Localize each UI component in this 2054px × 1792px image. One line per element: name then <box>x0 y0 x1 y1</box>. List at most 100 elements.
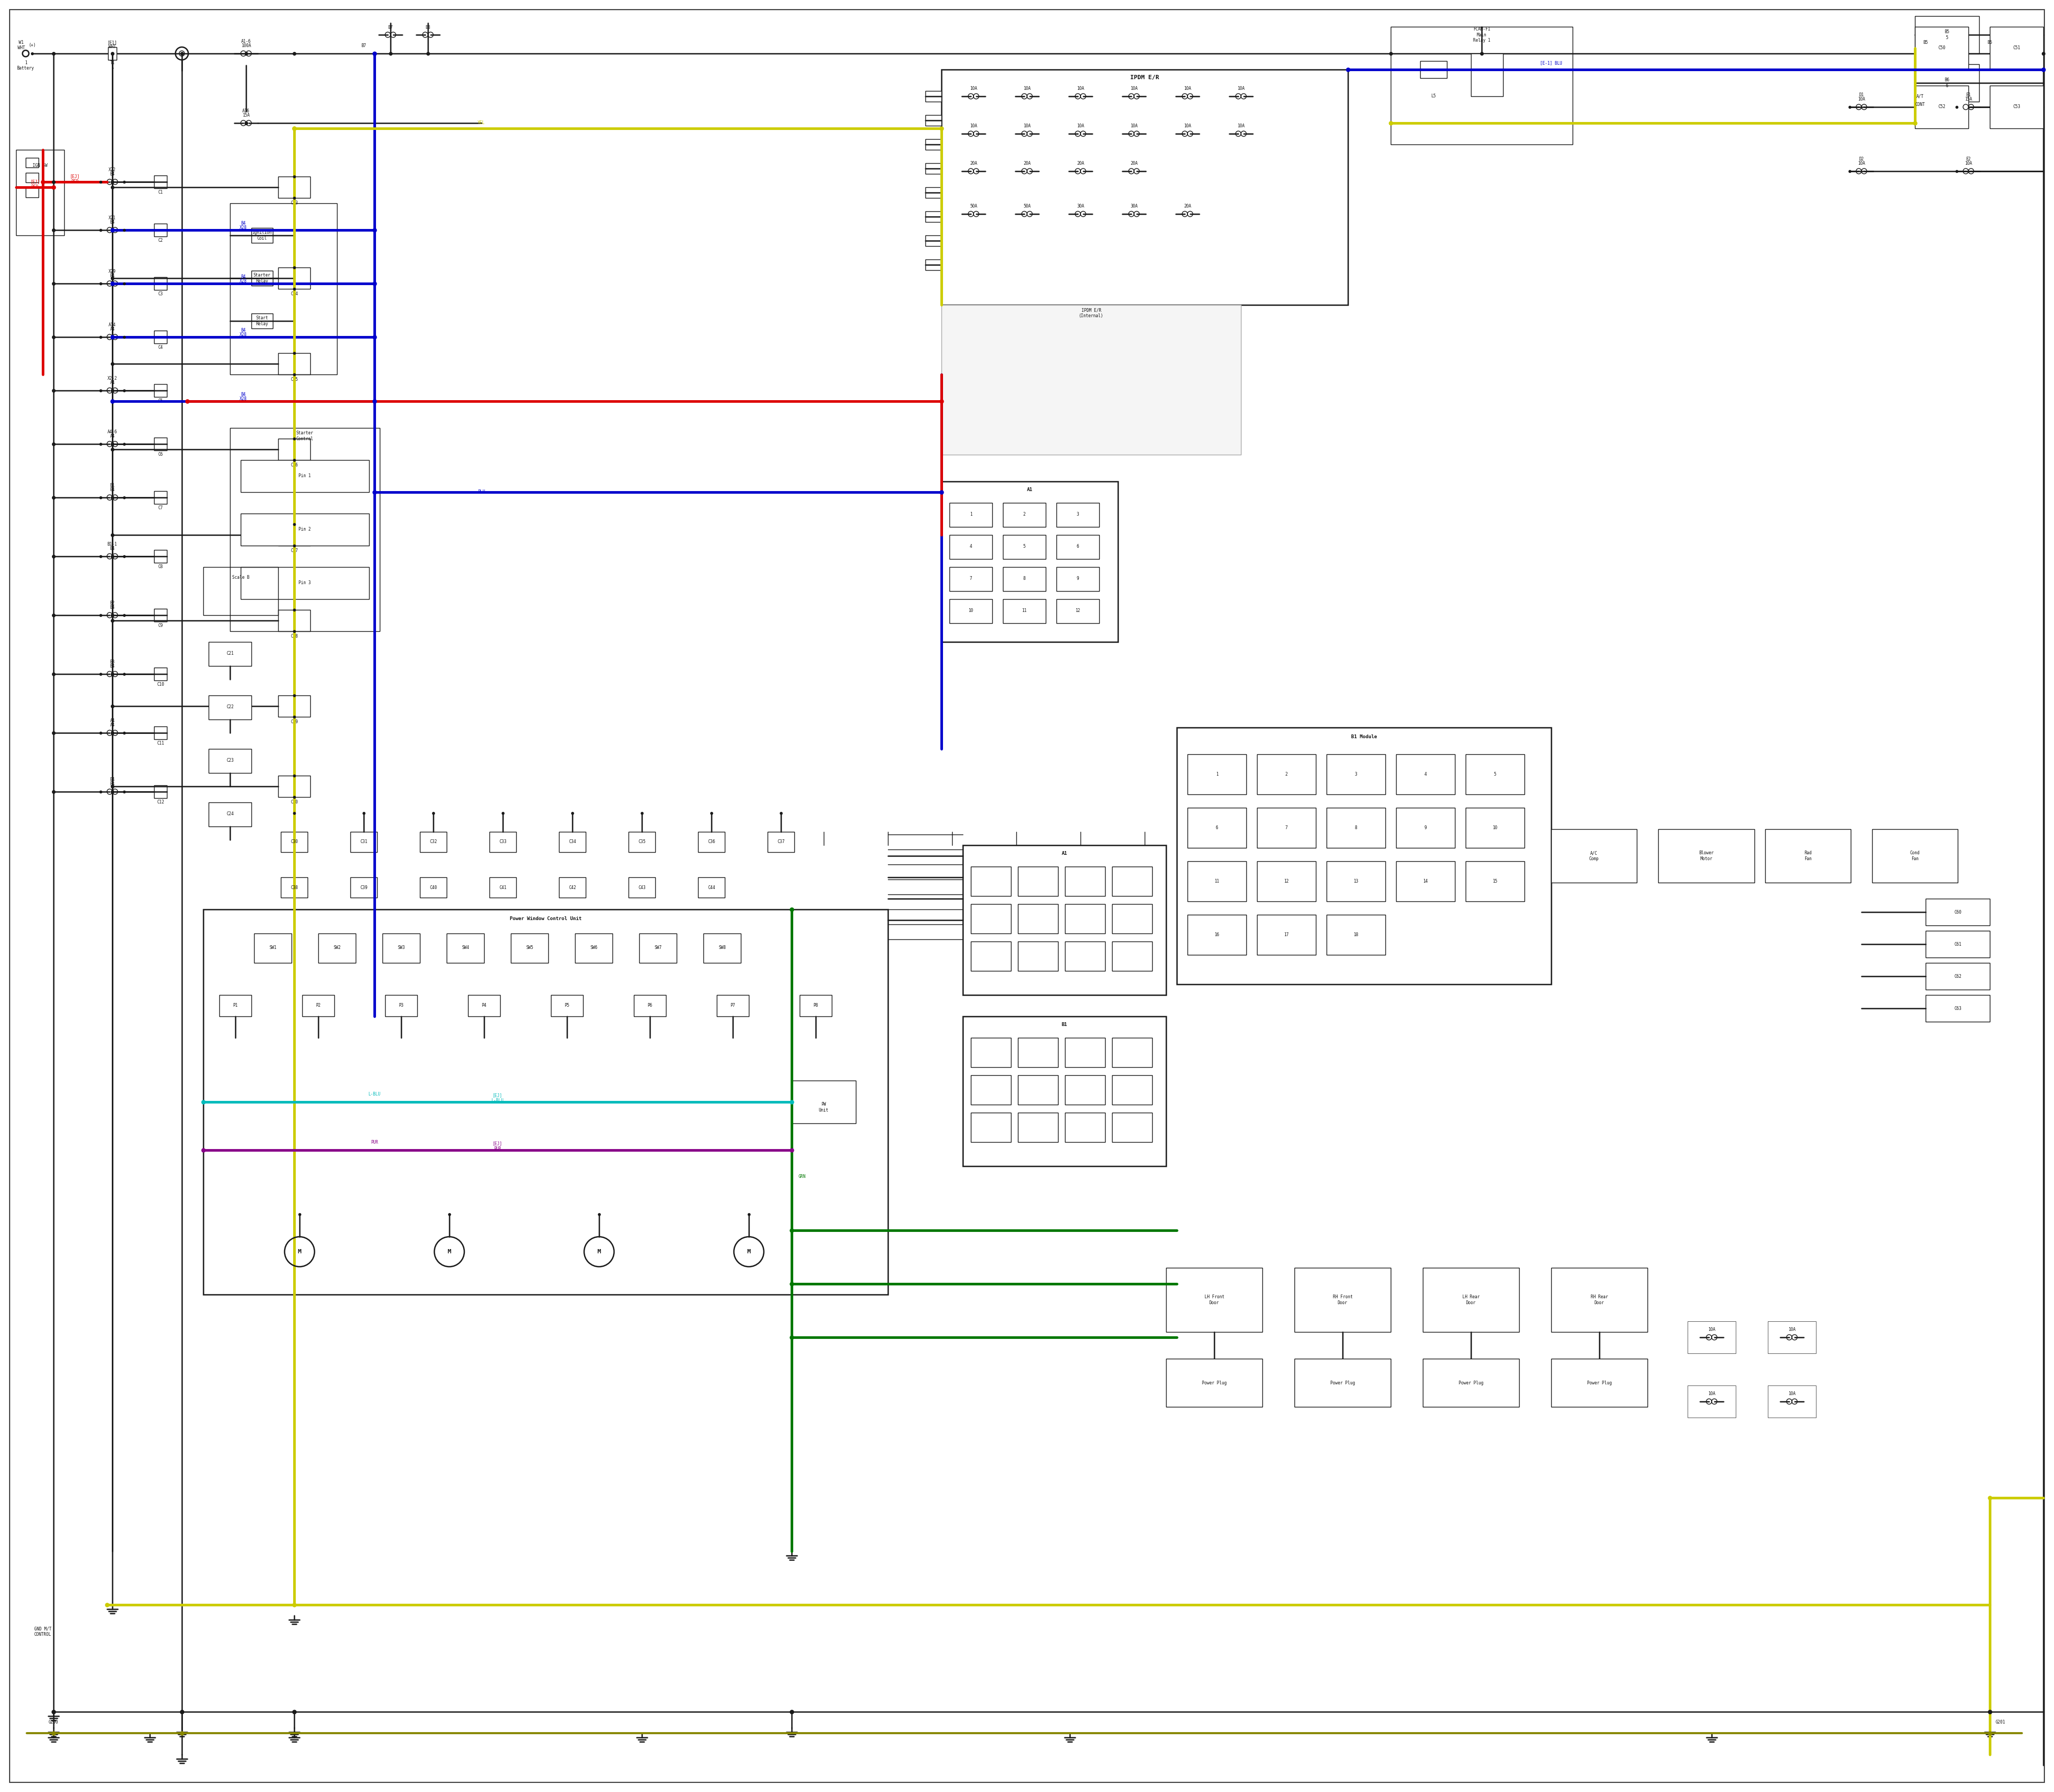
Bar <box>1551 1358 1647 1407</box>
Bar <box>251 271 273 285</box>
Text: C24: C24 <box>226 812 234 817</box>
Text: C16: C16 <box>290 462 298 468</box>
Text: Ignition
Coil: Ignition Coil <box>253 229 271 240</box>
Text: C43: C43 <box>639 885 645 891</box>
Bar <box>1056 504 1099 527</box>
Text: C33: C33 <box>499 840 507 844</box>
Text: P1: P1 <box>232 1004 238 1009</box>
Text: 10A: 10A <box>1709 1328 1715 1331</box>
Text: SW6: SW6 <box>589 946 598 950</box>
Text: Power Window Control Unit: Power Window Control Unit <box>509 916 581 921</box>
Text: B6: B6 <box>1988 41 1992 45</box>
Text: C62: C62 <box>1953 973 1962 978</box>
Bar <box>1002 504 1045 527</box>
Bar <box>1111 867 1152 896</box>
Bar <box>210 642 251 667</box>
Text: Rad
Fan: Rad Fan <box>1803 851 1812 862</box>
Text: A1-6: A1-6 <box>240 39 251 45</box>
Bar <box>203 566 277 615</box>
Text: LH Rear
Door: LH Rear Door <box>1462 1294 1479 1305</box>
Text: C5: C5 <box>158 400 162 403</box>
Bar <box>1294 1267 1391 1331</box>
Text: 1: 1 <box>969 513 972 518</box>
Text: B4: B4 <box>240 274 246 280</box>
Text: 2: 2 <box>1286 772 1288 776</box>
Text: Power Plug: Power Plug <box>1588 1380 1612 1385</box>
Text: A4: A4 <box>109 380 115 385</box>
Text: B8: B8 <box>425 25 431 30</box>
Bar <box>972 1075 1011 1104</box>
Text: 4: 4 <box>969 545 972 548</box>
Bar <box>949 536 992 559</box>
Bar <box>1927 930 1990 957</box>
Text: Pin 3: Pin 3 <box>298 581 310 586</box>
Text: C4: C4 <box>158 346 162 349</box>
Text: C37: C37 <box>776 840 785 844</box>
Bar <box>550 995 583 1016</box>
Bar <box>351 878 378 898</box>
Text: Pin 1: Pin 1 <box>298 473 310 478</box>
Bar <box>949 566 992 591</box>
Text: 10A: 10A <box>1709 1392 1715 1396</box>
Bar <box>277 439 310 461</box>
Text: B4: B4 <box>240 220 246 226</box>
Text: 8: 8 <box>1023 577 1025 581</box>
Text: A4: A4 <box>109 328 115 332</box>
Text: P5: P5 <box>565 1004 569 1009</box>
Bar <box>302 995 335 1016</box>
Text: RED: RED <box>72 179 78 185</box>
Text: 10A: 10A <box>1237 124 1245 129</box>
Text: C38: C38 <box>290 885 298 891</box>
Text: 15: 15 <box>1493 878 1497 883</box>
Bar <box>1056 536 1099 559</box>
Text: C17: C17 <box>290 548 298 554</box>
Text: E2: E2 <box>1966 158 1972 161</box>
Text: B5: B5 <box>1923 41 1929 45</box>
Bar <box>1391 27 1573 145</box>
Text: WHT: WHT <box>109 45 115 50</box>
Bar <box>941 70 1347 305</box>
Bar <box>1187 862 1247 901</box>
Bar <box>251 228 273 244</box>
Text: 3: 3 <box>1356 772 1358 776</box>
Bar <box>926 186 941 197</box>
Text: 10A: 10A <box>1130 124 1138 129</box>
Text: 11: 11 <box>1021 609 1027 613</box>
Bar <box>1257 862 1317 901</box>
Text: SW4: SW4 <box>462 946 468 950</box>
Text: 9: 9 <box>1076 577 1078 581</box>
Bar <box>629 878 655 898</box>
Bar <box>629 831 655 853</box>
Bar <box>203 909 887 1294</box>
Bar <box>972 1113 1011 1142</box>
Bar <box>635 995 665 1016</box>
Bar <box>1002 566 1045 591</box>
Bar <box>1327 862 1384 901</box>
Bar <box>468 995 499 1016</box>
Text: SW7: SW7 <box>655 946 661 950</box>
Text: (+): (+) <box>29 43 35 48</box>
Text: 4: 4 <box>1423 772 1428 776</box>
Text: 11: 11 <box>1214 878 1220 883</box>
Text: 10A: 10A <box>1966 161 1972 167</box>
Bar <box>1002 599 1045 624</box>
Text: SW5: SW5 <box>526 946 534 950</box>
Text: X28: X28 <box>240 396 246 401</box>
Text: Starter
Relay: Starter Relay <box>253 272 271 283</box>
Bar <box>1177 728 1551 984</box>
Text: 12: 12 <box>1284 878 1290 883</box>
Text: B3: B3 <box>109 659 115 665</box>
Text: X22: X22 <box>109 168 115 172</box>
Text: 10A: 10A <box>1789 1328 1795 1331</box>
Bar <box>941 482 1117 642</box>
Text: P6: P6 <box>647 1004 653 1009</box>
Bar <box>1019 903 1058 934</box>
Text: 6: 6 <box>1076 545 1078 548</box>
Text: Power Plug: Power Plug <box>1331 1380 1356 1385</box>
Text: A4-6: A4-6 <box>107 430 117 435</box>
Bar <box>240 514 370 545</box>
Text: G200: G200 <box>49 1720 58 1726</box>
Text: E1: E1 <box>1966 93 1972 97</box>
Bar <box>1187 754 1247 794</box>
Bar <box>1064 941 1105 971</box>
